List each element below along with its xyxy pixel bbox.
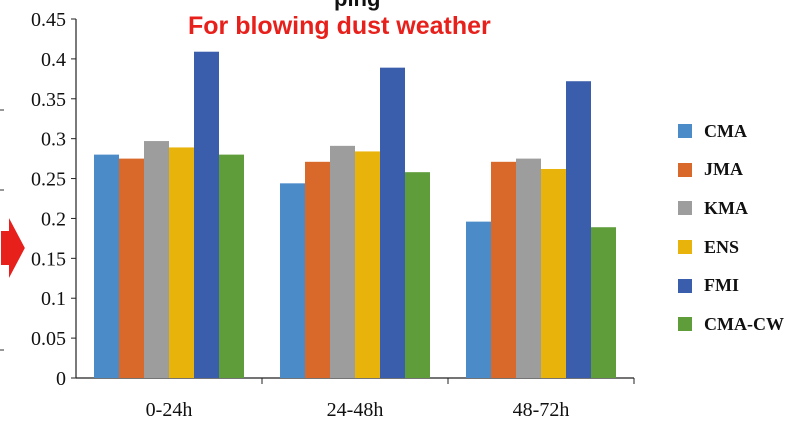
legend-item: KMA xyxy=(678,189,784,228)
bar-jma-48-72h xyxy=(491,161,516,378)
bar-fmi-0-24h xyxy=(194,51,219,378)
legend-item: ENS xyxy=(678,228,784,267)
y-tick-label: 0.15 xyxy=(31,248,66,270)
legend-swatch xyxy=(678,201,692,216)
bar-cma-cw-0-24h xyxy=(219,154,244,378)
legend-label: ENS xyxy=(704,236,740,257)
legend-label: CMA-CW xyxy=(704,313,784,334)
bar-kma-24-48h xyxy=(330,145,355,378)
bar-ens-0-24h xyxy=(169,147,194,378)
bar-cma-cw-24-48h xyxy=(405,172,430,378)
bar-cma-cw-48-72h xyxy=(591,227,616,378)
bar-jma-24-48h xyxy=(305,161,330,378)
legend-label: FMI xyxy=(704,275,739,296)
chart-subtitle: For blowing dust weather xyxy=(188,12,491,40)
legend-swatch xyxy=(678,317,692,332)
legend-label: JMA xyxy=(704,159,743,180)
y-tick-label: 0.3 xyxy=(41,129,66,151)
legend-item: CMA xyxy=(678,112,784,151)
y-tick-label: 0.1 xyxy=(41,288,66,310)
bar-jma-0-24h xyxy=(119,158,144,378)
legend-item: CMA-CW xyxy=(678,305,784,344)
bar-ens-24-48h xyxy=(355,151,380,378)
x-tick-label: 24-48h xyxy=(327,399,384,421)
y-tick-label: 0.25 xyxy=(31,169,66,191)
legend-swatch xyxy=(678,240,692,255)
legend: CMA JMA KMA ENS FMI CMA-CW xyxy=(678,112,784,344)
legend-item: FMI xyxy=(678,266,784,305)
bar-cma-0-24h xyxy=(94,154,119,378)
y-tick-label: 0.05 xyxy=(31,328,66,350)
legend-label: CMA xyxy=(704,120,747,141)
x-tick-label: 0-24h xyxy=(146,399,193,421)
legend-swatch xyxy=(678,278,692,293)
clipped-title: ping xyxy=(334,0,380,12)
y-tick-label: 0.2 xyxy=(41,208,66,230)
bar-fmi-48-72h xyxy=(566,81,591,378)
bar-kma-48-72h xyxy=(516,158,541,378)
bar-cma-24-48h xyxy=(280,183,305,378)
x-tick-label: 48-72h xyxy=(513,399,570,421)
y-tick-label: 0 xyxy=(56,368,66,390)
bar-cma-48-72h xyxy=(466,221,491,378)
y-tick-label: 0.4 xyxy=(41,49,66,71)
y-tick-label: 0.45 xyxy=(31,9,66,31)
legend-swatch xyxy=(678,162,692,177)
bar-ens-48-72h xyxy=(541,168,566,378)
legend-swatch xyxy=(678,124,692,139)
legend-item: JMA xyxy=(678,151,784,190)
bar-kma-0-24h xyxy=(144,141,169,378)
arrow-icon xyxy=(0,213,28,283)
bar-fmi-24-48h xyxy=(380,67,405,379)
legend-label: KMA xyxy=(704,197,748,218)
y-tick-label: 0.35 xyxy=(31,89,66,111)
